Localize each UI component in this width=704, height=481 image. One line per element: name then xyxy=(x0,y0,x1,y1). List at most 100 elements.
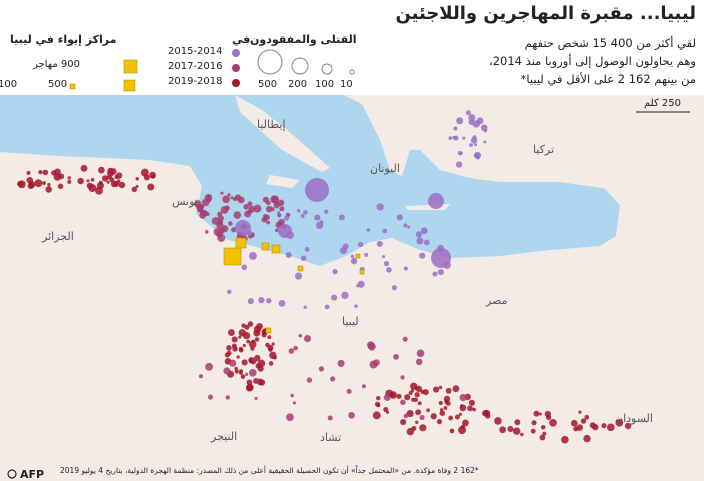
incident-dot xyxy=(402,336,408,342)
incident-dot xyxy=(319,220,324,225)
incident-dot xyxy=(237,196,245,204)
balkans-turkey xyxy=(344,95,704,188)
incident-dot xyxy=(135,177,139,181)
incident-dot xyxy=(354,304,358,308)
shelter-square xyxy=(355,253,361,259)
incident-dot xyxy=(539,434,546,441)
legend-size-circle xyxy=(291,57,309,75)
legend-square xyxy=(123,59,138,74)
incident-dot xyxy=(419,415,425,421)
incident-dot xyxy=(239,371,243,375)
incident-dot xyxy=(234,369,239,374)
legend-shelter-label: 500 xyxy=(48,79,68,90)
incident-dot xyxy=(406,409,414,418)
incident-dot xyxy=(279,206,285,212)
incident-dot xyxy=(469,143,473,148)
subtitle-line: من بينهم 162 2 على الأقل في ليبيا* xyxy=(520,72,696,86)
incident-dot xyxy=(267,335,272,340)
incident-dot xyxy=(243,204,249,210)
incident-dot xyxy=(101,175,109,182)
place-label: مصر xyxy=(486,294,508,307)
incident-dot xyxy=(400,418,407,426)
incident-dot xyxy=(292,401,297,405)
incident-dot xyxy=(227,329,235,337)
incident-dot xyxy=(205,362,214,371)
incident-dot xyxy=(346,388,352,394)
incident-dot xyxy=(433,386,440,393)
incident-dot xyxy=(589,422,596,429)
incident-dot xyxy=(270,207,275,212)
incident-dot xyxy=(533,410,540,417)
incident-dot xyxy=(314,214,321,221)
incident-dot xyxy=(383,406,389,413)
subtitle-line: وهم يحاولون الوصول إلى أوروبا منذ 2014، xyxy=(489,54,696,68)
incident-dot xyxy=(245,372,249,376)
place-label: اليونان xyxy=(370,162,400,175)
place-label: الجزائر xyxy=(42,230,74,243)
incident-dot xyxy=(247,321,254,327)
incident-dot xyxy=(245,384,254,392)
legend-shelter-label: 100 xyxy=(0,79,18,90)
incident-dot xyxy=(231,336,238,343)
incident-dot xyxy=(407,225,411,229)
incident-dot xyxy=(358,241,364,248)
legend-swatch xyxy=(232,79,240,87)
incident-dot xyxy=(255,363,261,369)
incident-dot xyxy=(361,384,366,389)
incident-dot xyxy=(205,230,209,234)
incident-dot xyxy=(254,396,258,401)
incident-dot xyxy=(226,345,232,351)
incident-dot xyxy=(266,220,271,225)
incident-dot xyxy=(285,251,292,258)
incident-dot xyxy=(580,418,587,424)
incident-dot xyxy=(304,246,310,252)
incident-dot xyxy=(286,413,294,422)
incident-dot xyxy=(90,177,95,182)
incident-dot xyxy=(467,405,473,412)
incident-dot xyxy=(253,325,262,333)
legend-size-label: 10 xyxy=(340,79,353,90)
shelter-square xyxy=(261,242,270,251)
legend-size-circle xyxy=(257,49,283,75)
incident-dot xyxy=(27,182,34,190)
place-label: إيطاليا xyxy=(257,118,286,131)
incident-dot xyxy=(221,225,229,233)
incident-dot xyxy=(415,409,422,416)
incident-dot xyxy=(549,418,557,427)
incident-dot xyxy=(513,427,521,435)
incident-dot xyxy=(277,213,282,218)
incident-dot xyxy=(278,224,292,238)
incident-dot xyxy=(423,239,430,246)
incident-dot xyxy=(436,419,443,425)
incident-dot xyxy=(231,343,237,349)
incident-dot xyxy=(235,220,251,236)
incident-dot xyxy=(200,209,206,216)
incident-dot xyxy=(428,193,444,209)
incident-dot xyxy=(530,428,536,434)
legend-shelter-label: 900 مهاجر xyxy=(33,59,80,70)
incident-dot xyxy=(382,255,386,259)
place-label: تركيا xyxy=(533,143,555,156)
shelter-square xyxy=(271,244,281,254)
incident-dot xyxy=(415,358,423,366)
incident-dot xyxy=(468,399,475,406)
incident-dot xyxy=(258,296,265,304)
incident-dot xyxy=(415,420,419,424)
legend-period: 2019-2018 xyxy=(168,76,223,87)
incident-dot xyxy=(327,415,333,421)
incident-dot xyxy=(396,214,403,221)
incident-dot xyxy=(26,170,31,175)
incident-dot xyxy=(252,356,258,363)
incident-dot xyxy=(67,176,71,180)
incident-dot xyxy=(77,177,84,185)
incident-dot xyxy=(459,394,467,402)
incident-dot xyxy=(248,205,256,213)
incident-dot xyxy=(300,214,305,218)
incident-dot xyxy=(374,401,381,407)
incident-dot xyxy=(251,339,256,343)
legend-in: في xyxy=(232,33,251,46)
legend-swatch xyxy=(232,64,240,72)
incident-dot xyxy=(246,379,253,386)
incident-dot xyxy=(583,434,591,443)
incident-dot xyxy=(332,268,338,275)
